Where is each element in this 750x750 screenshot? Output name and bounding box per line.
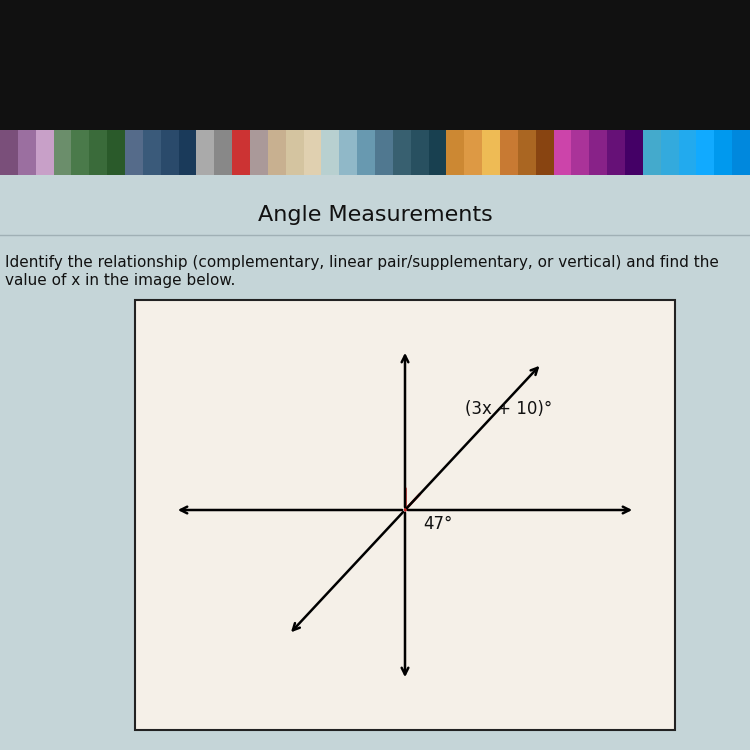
Text: 47°: 47° [423, 515, 452, 533]
Bar [608, 130, 625, 175]
Text: value of x in the image below.: value of x in the image below. [5, 273, 236, 288]
Bar [36, 130, 53, 175]
Bar [536, 130, 554, 175]
Bar [286, 130, 304, 175]
Bar [160, 130, 178, 175]
Bar [322, 130, 339, 175]
Bar [500, 130, 517, 175]
Bar [135, 300, 675, 730]
Bar [446, 130, 464, 175]
Bar [697, 130, 714, 175]
Bar [125, 130, 142, 175]
Bar [393, 130, 411, 175]
Bar [0, 130, 18, 175]
Bar [89, 130, 107, 175]
Bar [518, 130, 536, 175]
Bar [375, 130, 393, 175]
Bar [679, 130, 697, 175]
Bar [714, 130, 732, 175]
Text: Angle Measurements: Angle Measurements [258, 205, 492, 225]
Bar [196, 130, 214, 175]
Bar [250, 130, 268, 175]
Bar [0, 175, 750, 750]
Bar [464, 130, 482, 175]
Bar [554, 130, 572, 175]
Bar [304, 130, 322, 175]
Bar [625, 130, 643, 175]
Bar [661, 130, 679, 175]
Bar [107, 130, 125, 175]
Bar [0, 0, 750, 130]
Bar [339, 130, 357, 175]
Bar [232, 130, 250, 175]
Bar [53, 130, 71, 175]
Bar [428, 130, 446, 175]
Bar [590, 130, 608, 175]
Bar [71, 130, 89, 175]
Bar [482, 130, 500, 175]
Text: (3x + 10)°: (3x + 10)° [465, 400, 552, 418]
Bar [268, 130, 286, 175]
Bar [643, 130, 661, 175]
Bar [18, 130, 36, 175]
Bar [142, 130, 160, 175]
Bar [178, 130, 196, 175]
Text: Identify the relationship (complementary, linear pair/supplementary, or vertical: Identify the relationship (complementary… [5, 255, 718, 270]
Bar [732, 130, 750, 175]
Bar [572, 130, 590, 175]
Bar [214, 130, 232, 175]
Bar [411, 130, 428, 175]
Bar [357, 130, 375, 175]
